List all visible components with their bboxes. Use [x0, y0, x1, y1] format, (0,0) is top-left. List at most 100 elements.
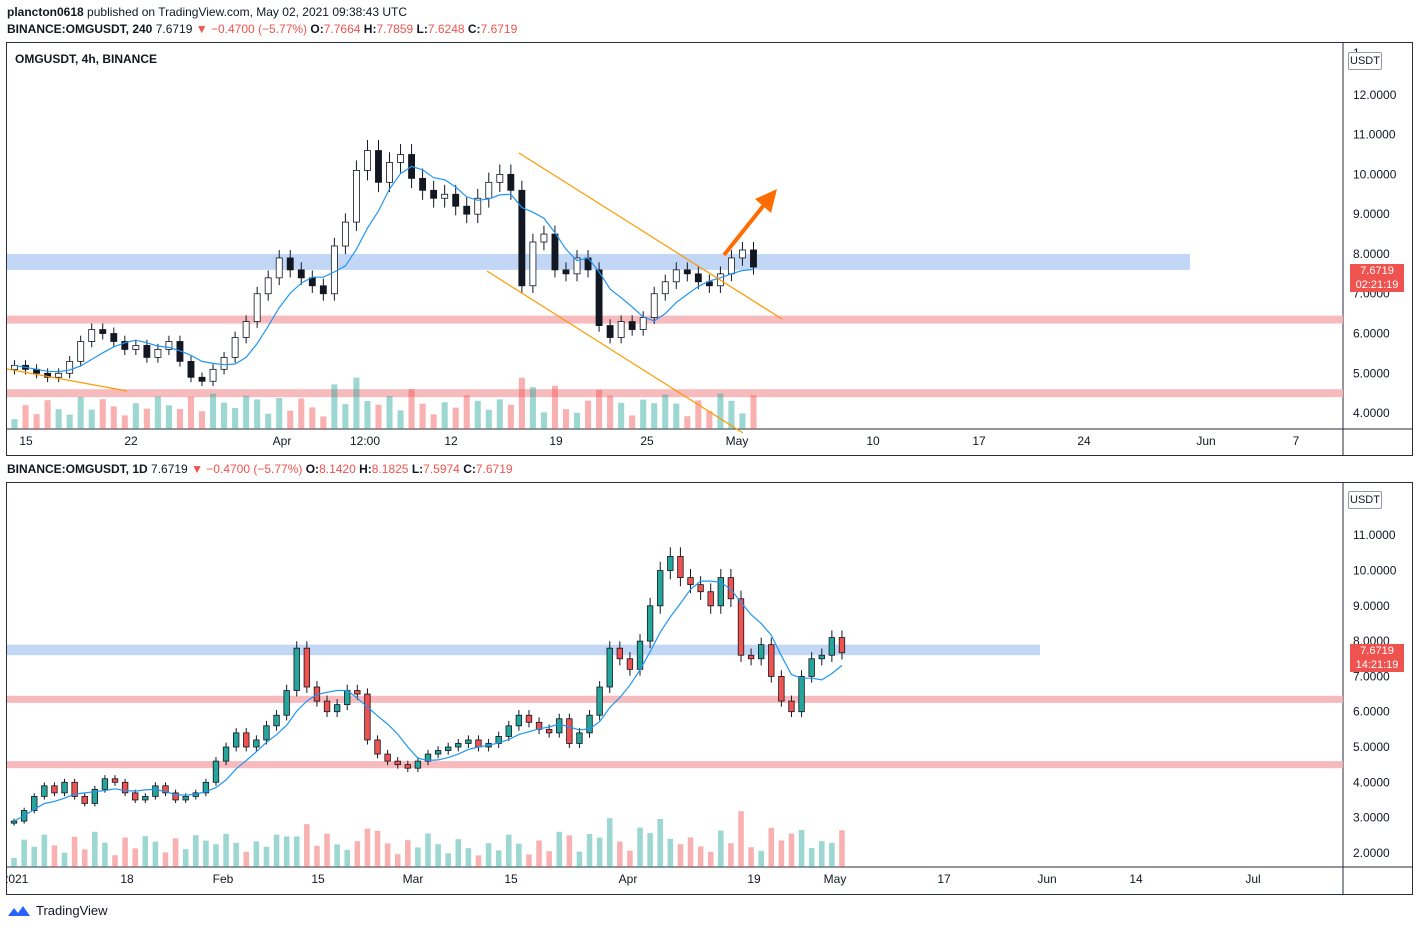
candle-body [243, 732, 250, 748]
candle-body [683, 269, 691, 275]
candle-body [91, 788, 98, 804]
candle-body [828, 637, 836, 656]
candle-body [81, 796, 88, 804]
volume-bar [276, 398, 283, 429]
top-symbol[interactable]: BINANCE:OMGUSDT, 240 [7, 22, 153, 36]
time-tick-label: 14 [1129, 872, 1143, 886]
top-chart-canvas[interactable]: 12.000011.000010.00009.00008.00007.00006… [7, 43, 1412, 455]
volume-bar [55, 409, 62, 429]
top-currency-label[interactable]: USDT [1348, 52, 1382, 70]
time-tick-label: 19 [549, 434, 563, 448]
volume-bar [232, 408, 239, 429]
volume-bar [717, 393, 724, 429]
bottom-symbol[interactable]: BINANCE:OMGUSDT, 1D [7, 462, 148, 476]
volume-bar [182, 849, 189, 867]
arrow-head-icon [755, 189, 777, 213]
volume-bar [475, 855, 482, 867]
volume-bar [596, 837, 603, 867]
volume-bar [314, 845, 320, 867]
top-chart-pane[interactable]: 12.0000 11.0000 10.0000 9.0000 8.0000 7.0000 6… [6, 42, 1413, 456]
candle-body [132, 792, 139, 801]
publisher-name[interactable]: plancton0618 [7, 5, 84, 19]
candle-body [66, 360, 74, 374]
candle-body [88, 329, 96, 342]
candle-body [545, 728, 553, 734]
volume-bar [210, 393, 217, 429]
candle-body [51, 785, 58, 794]
time-tick-label: 12 [444, 434, 458, 448]
candle-body [778, 676, 785, 702]
volume-bar [474, 400, 481, 429]
candle-body [41, 785, 48, 797]
volume-bar [22, 405, 29, 429]
time-tick-label: Jun [1196, 434, 1215, 448]
candle-body [101, 778, 109, 790]
candle-body [99, 329, 107, 334]
candle-body [264, 277, 272, 295]
volume-bar [152, 841, 159, 867]
volume-bar [122, 837, 128, 867]
volume-bar [695, 400, 702, 429]
volume-bar [651, 403, 658, 429]
candle-body [384, 753, 391, 762]
bottom-currency-label[interactable]: USDT [1348, 491, 1382, 509]
volume-bar [88, 409, 95, 429]
volume-bar [536, 840, 542, 867]
tradingview-footer[interactable]: TradingView [8, 903, 108, 918]
volume-bar [425, 833, 431, 867]
volume-bar [684, 416, 691, 429]
publish-text: published on TradingView.com, May 02, 20… [87, 5, 408, 19]
volume-bar [253, 841, 260, 867]
candle-body [154, 349, 162, 358]
candle-body [758, 644, 765, 660]
bottom-change: −0.4700 (−5.77%) [206, 462, 303, 476]
volume-bar [627, 850, 633, 867]
candle-body [747, 654, 755, 660]
candle-body [341, 221, 349, 247]
price-tick-label: 10.0000 [1353, 167, 1397, 181]
time-tick-label: 7 [1293, 434, 1300, 448]
candle-body [445, 746, 452, 751]
candle-body [10, 820, 18, 824]
volume-bar [647, 833, 653, 867]
volume-bar [273, 834, 280, 867]
candle-body [333, 704, 341, 713]
candle-body [586, 714, 593, 734]
bottom-chart-pane[interactable]: 11.0000 10.0000 9.0000 8.0000 7.0000 6.0000 5.… [6, 482, 1413, 895]
volume-bar [384, 843, 391, 867]
channel-upper-line [518, 152, 783, 320]
volume-bar [516, 843, 522, 867]
volume-bar [463, 395, 470, 429]
volume-bar [697, 846, 704, 867]
volume-bar [11, 419, 18, 429]
price-tick-label: 6.0000 [1353, 327, 1390, 341]
bottom-chart-canvas[interactable]: 11.000010.00009.00008.00007.00006.00005.… [7, 483, 1412, 894]
candle-body [77, 341, 85, 362]
volume-bar [405, 840, 411, 867]
top-quote-line: BINANCE:OMGUSDT, 240 7.6719 ▼ −0.4700 (−… [7, 22, 518, 36]
volume-bar [526, 854, 532, 867]
volume-bar [394, 854, 401, 867]
candle-body [798, 676, 805, 713]
bottom-close: 7.6719 [475, 462, 513, 476]
volume-bar [354, 841, 361, 867]
price-tick-label: 10.0000 [1353, 564, 1397, 578]
bottom-low: 7.5974 [423, 462, 460, 476]
price-tick-label: 9.0000 [1353, 207, 1390, 221]
candle-body [293, 647, 300, 691]
top-high: 7.7859 [376, 22, 414, 36]
candle-body [475, 739, 482, 748]
volume-bar [353, 377, 360, 429]
candle-body [231, 337, 239, 358]
candle-body [275, 257, 283, 279]
price-tick-label: 8.0000 [1353, 247, 1390, 261]
candle-body [110, 333, 118, 342]
price-tick-label: 7.0000 [1353, 669, 1390, 683]
candle-body [566, 718, 573, 744]
candle-body [273, 714, 280, 727]
candle-body [165, 341, 173, 350]
candle-body [515, 714, 523, 727]
volume-bar [142, 836, 149, 867]
volume-bar [342, 404, 349, 429]
candle-body [286, 257, 294, 271]
